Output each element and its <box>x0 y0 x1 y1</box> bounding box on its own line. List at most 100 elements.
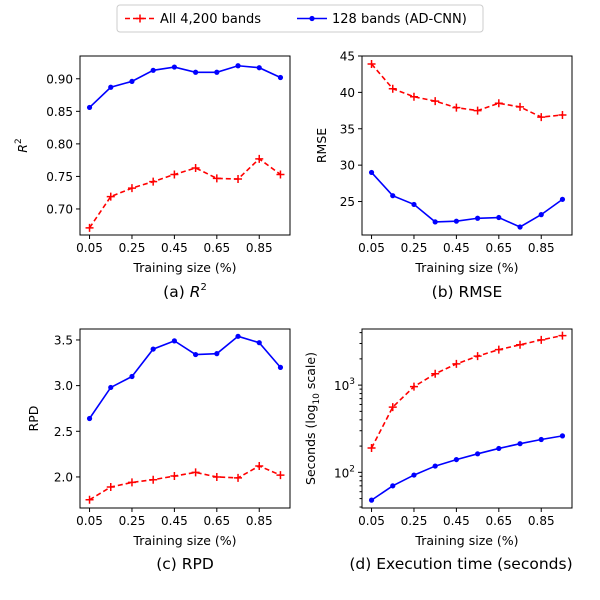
data-point <box>538 436 544 443</box>
data-point <box>150 346 156 352</box>
data-point <box>411 201 417 208</box>
x-tick-label: 0.25 <box>401 514 428 528</box>
x-axis-label: Training size (%) <box>132 260 236 275</box>
data-point <box>277 74 284 81</box>
data-point <box>473 106 482 115</box>
y-tick-label: 3.5 <box>54 333 73 347</box>
data-point <box>453 218 459 224</box>
data-point <box>191 468 200 477</box>
y-tick-label: 40 <box>340 86 355 100</box>
data-point <box>256 340 262 346</box>
x-tick-label: 0.65 <box>485 241 512 255</box>
data-point <box>235 63 241 69</box>
legend-label-1: 128 bands (AD-CNN) <box>332 12 467 27</box>
data-point <box>127 184 136 193</box>
series-line-1 <box>88 335 282 419</box>
data-point <box>537 335 546 344</box>
y-tick-label: 3.0 <box>54 379 73 393</box>
y-axis-label: RPD <box>26 406 41 432</box>
panel-0: 0.05 0.25 0.45 0.65 0.85 0.70 0.75 0.80 0.85 0.90… <box>14 55 291 301</box>
panel-caption: (a) R2 <box>163 282 207 301</box>
legend-marker-1 <box>309 15 315 22</box>
y-tick-label: 2.0 <box>54 470 73 484</box>
y-tick-label: 0.80 <box>46 137 73 151</box>
data-point <box>516 102 525 111</box>
x-tick-label: 0.85 <box>528 241 555 255</box>
data-point <box>558 110 567 119</box>
data-point <box>212 174 221 183</box>
y-tick-label: 0.70 <box>46 202 73 216</box>
data-point <box>127 478 136 487</box>
y-tick-label: 45 <box>340 50 355 64</box>
data-point <box>234 175 243 184</box>
x-axis-label: Training size (%) <box>414 260 518 275</box>
data-point <box>390 483 396 489</box>
data-point <box>129 373 135 380</box>
y-tick-label: 102 <box>334 464 355 480</box>
data-point <box>129 78 135 84</box>
data-point <box>367 444 376 453</box>
data-point <box>150 67 156 73</box>
data-point <box>234 473 243 482</box>
data-point <box>170 170 179 179</box>
data-point <box>171 64 177 70</box>
data-point <box>431 97 440 106</box>
x-tick-label: 0.05 <box>358 514 385 528</box>
axes-frame <box>361 328 573 509</box>
x-axis-label: Training size (%) <box>414 533 518 548</box>
data-point <box>368 497 375 503</box>
data-point <box>494 345 503 354</box>
data-point <box>475 215 481 221</box>
x-tick-label: 0.45 <box>161 514 188 528</box>
data-point <box>559 433 566 439</box>
x-tick-label: 0.45 <box>443 241 470 255</box>
data-point <box>453 456 459 463</box>
legend: All 4,200 bands 128 bands (AD-CNN) <box>116 4 484 33</box>
data-point <box>517 224 523 230</box>
x-tick-label: 0.85 <box>246 241 273 255</box>
y-tick-label: 35 <box>340 122 355 136</box>
data-point <box>409 92 418 101</box>
data-point <box>388 84 397 93</box>
data-point <box>431 369 440 378</box>
x-tick-label: 0.65 <box>203 514 230 528</box>
x-tick-label: 0.65 <box>485 514 512 528</box>
data-point <box>432 463 438 469</box>
data-point <box>106 192 115 201</box>
panel-2: 0.05 0.25 0.45 0.65 0.85 2.0 2.5 3.0 3.5 Training… <box>26 328 291 573</box>
data-point <box>255 154 264 163</box>
data-point <box>559 196 566 202</box>
y-tick-label: 0.90 <box>46 72 73 86</box>
data-point <box>170 472 179 481</box>
data-point <box>496 214 502 221</box>
panel-3: 0.05 0.25 0.45 0.65 0.85 102 103 Training size … <box>303 328 573 573</box>
data-point <box>149 177 158 186</box>
y-tick-label: 2.5 <box>54 425 73 439</box>
data-point <box>171 338 177 344</box>
series-line-0 <box>88 157 281 229</box>
data-point <box>212 472 221 481</box>
x-tick-label: 0.25 <box>401 241 428 255</box>
axes-frame <box>361 55 573 236</box>
data-point <box>409 382 418 391</box>
panel-caption: (c) RPD <box>156 555 214 573</box>
x-tick-label: 0.85 <box>528 514 555 528</box>
y-tick-label: 103 <box>334 377 355 393</box>
x-tick-label: 0.45 <box>161 241 188 255</box>
data-point <box>86 104 93 111</box>
data-point <box>473 352 482 361</box>
chart-panels: 0.05 0.25 0.45 0.65 0.85 0.70 0.75 0.80 0.85 0.90… <box>14 50 573 574</box>
series-line-1 <box>371 435 563 501</box>
series-line-1 <box>88 64 281 109</box>
panel-caption: (d) Execution time (seconds) <box>349 555 572 573</box>
data-point <box>368 169 375 176</box>
series-line-0 <box>370 334 563 449</box>
x-tick-label: 0.05 <box>76 514 103 528</box>
axes-frame <box>79 328 291 509</box>
x-tick-label: 0.05 <box>358 241 385 255</box>
data-point <box>193 69 199 75</box>
data-point <box>214 351 220 357</box>
data-point <box>538 212 544 218</box>
x-tick-label: 0.85 <box>246 514 273 528</box>
y-axis-label: R2 <box>14 138 30 152</box>
